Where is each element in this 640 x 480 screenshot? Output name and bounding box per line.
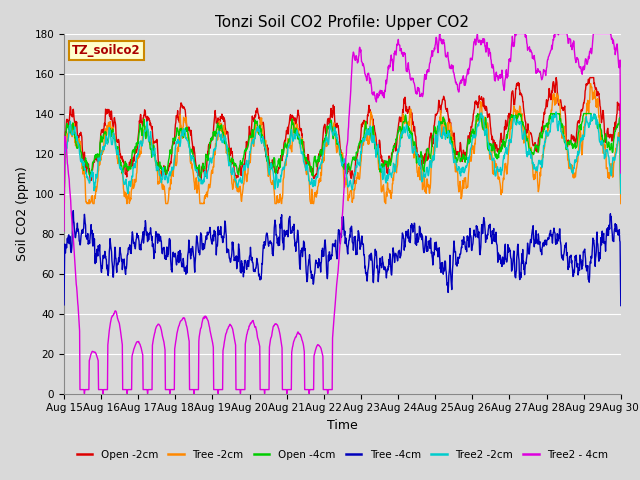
Open -4cm bbox=[474, 111, 482, 117]
Tree -2cm bbox=[103, 122, 111, 128]
Tree2 -2cm bbox=[296, 142, 304, 147]
Open -2cm bbox=[60, 191, 68, 196]
Tree2 - 4cm bbox=[378, 91, 385, 96]
Line: Tree -2cm: Tree -2cm bbox=[64, 84, 621, 204]
Tree -2cm bbox=[617, 201, 625, 206]
Tree2 - 4cm bbox=[104, 387, 111, 393]
Line: Tree2 -2cm: Tree2 -2cm bbox=[64, 112, 621, 193]
Open -4cm bbox=[296, 137, 304, 143]
Tree2 - 4cm bbox=[308, 387, 316, 393]
Tree -2cm bbox=[296, 143, 304, 149]
Tree -4cm bbox=[70, 208, 77, 214]
Tree -4cm bbox=[297, 252, 305, 257]
Open -2cm bbox=[377, 152, 385, 157]
Open -4cm bbox=[377, 163, 385, 169]
Open -4cm bbox=[60, 180, 68, 186]
Open -4cm bbox=[126, 164, 134, 169]
Line: Tree2 - 4cm: Tree2 - 4cm bbox=[64, 34, 621, 394]
X-axis label: Time: Time bbox=[327, 419, 358, 432]
Tree2 -2cm bbox=[308, 176, 316, 181]
Title: Tonzi Soil CO2 Profile: Upper CO2: Tonzi Soil CO2 Profile: Upper CO2 bbox=[216, 15, 469, 30]
Open -4cm bbox=[308, 171, 316, 177]
Tree2 -2cm bbox=[377, 164, 385, 169]
Tree -4cm bbox=[104, 268, 111, 274]
Tree2 -2cm bbox=[126, 178, 134, 184]
Tree -2cm bbox=[308, 186, 316, 192]
Line: Open -2cm: Open -2cm bbox=[64, 78, 621, 193]
Line: Open -4cm: Open -4cm bbox=[64, 114, 621, 183]
Open -4cm bbox=[617, 180, 625, 186]
Tree2 - 4cm bbox=[126, 387, 134, 393]
Tree -4cm bbox=[308, 272, 316, 277]
Legend: Open -2cm, Tree -2cm, Open -4cm, Tree -4cm, Tree2 -2cm, Tree2 - 4cm: Open -2cm, Tree -2cm, Open -4cm, Tree -4… bbox=[72, 445, 612, 464]
Tree2 - 4cm bbox=[318, 350, 326, 356]
Tree -2cm bbox=[377, 176, 385, 182]
Tree2 - 4cm bbox=[81, 391, 88, 396]
Tree -2cm bbox=[60, 201, 68, 206]
Tree -4cm bbox=[60, 302, 68, 308]
Tree2 - 4cm bbox=[617, 170, 625, 176]
Tree2 - 4cm bbox=[436, 31, 444, 36]
Tree -4cm bbox=[318, 249, 326, 255]
Tree2 -2cm bbox=[60, 191, 68, 196]
Tree -2cm bbox=[318, 163, 326, 168]
Open -4cm bbox=[318, 152, 326, 157]
Tree -4cm bbox=[126, 246, 134, 252]
Open -2cm bbox=[126, 161, 134, 167]
Tree2 -2cm bbox=[552, 109, 560, 115]
Tree -4cm bbox=[617, 303, 625, 309]
Tree2 - 4cm bbox=[60, 228, 68, 234]
Tree2 -2cm bbox=[318, 158, 326, 164]
Tree -2cm bbox=[126, 196, 134, 202]
Text: TZ_soilco2: TZ_soilco2 bbox=[72, 44, 141, 58]
Y-axis label: Soil CO2 (ppm): Soil CO2 (ppm) bbox=[16, 166, 29, 261]
Open -2cm bbox=[296, 128, 304, 133]
Tree -2cm bbox=[586, 81, 594, 86]
Open -2cm bbox=[103, 110, 111, 116]
Open -2cm bbox=[617, 191, 625, 196]
Tree2 - 4cm bbox=[297, 333, 305, 338]
Tree -4cm bbox=[378, 261, 385, 267]
Open -4cm bbox=[103, 137, 111, 143]
Line: Tree -4cm: Tree -4cm bbox=[64, 211, 621, 306]
Tree2 -2cm bbox=[617, 191, 625, 196]
Open -2cm bbox=[552, 75, 560, 81]
Open -2cm bbox=[318, 148, 326, 154]
Tree2 -2cm bbox=[103, 139, 111, 145]
Open -2cm bbox=[308, 168, 316, 174]
